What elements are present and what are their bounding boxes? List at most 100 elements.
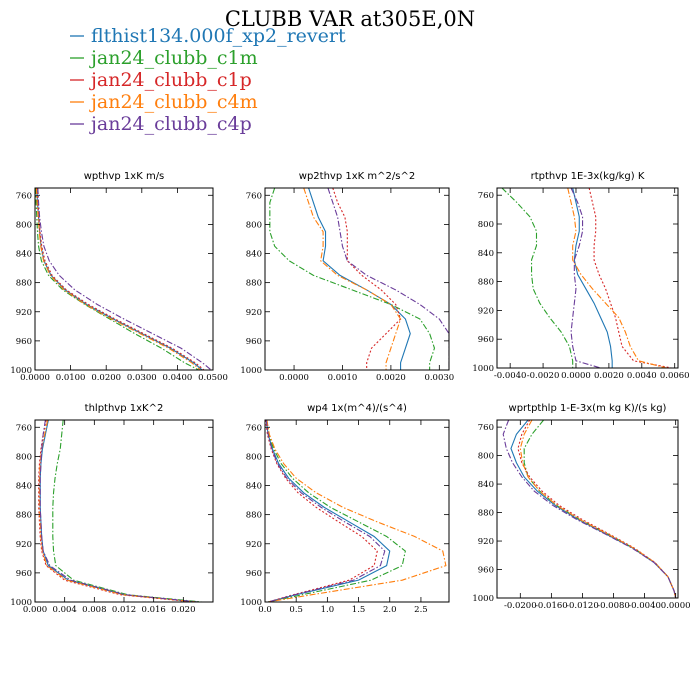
y-tick-label: 960: [246, 337, 262, 347]
y-tick-label: 760: [246, 191, 262, 201]
series-line: [570, 188, 601, 368]
series-line: [39, 420, 199, 602]
y-tick-label: 800: [16, 220, 32, 230]
plot-frame: [496, 187, 679, 369]
series-group: [35, 188, 212, 370]
x-tick-label: 0.0010: [328, 373, 358, 383]
y-tick-label: 840: [16, 482, 32, 492]
legend-label: jan24_clubb_c1p: [89, 69, 252, 91]
y-tick-label: 800: [478, 452, 494, 462]
y-tick-label: 840: [16, 250, 32, 260]
panels: wpthvp 1xK m/s 0.0000 0.0100 0.0200 0.0300 0.…: [10, 171, 690, 615]
series-line: [265, 420, 391, 602]
series-line: [327, 188, 449, 370]
y-tick-label: 920: [478, 306, 494, 316]
series-group: [38, 420, 202, 602]
panel-title: wp2thvp 1xK m^2/s^2: [299, 171, 415, 182]
y-tick-label: 760: [246, 423, 262, 433]
legend-label: jan24_clubb_c4p: [89, 113, 252, 135]
figure-title: CLUBB VAR at305E,0N: [225, 7, 475, 31]
chart-panel: thlpthvp 1xK^2 0.000 0.004 0.008 0.012 0.016 0…: [10, 403, 214, 615]
series-line: [303, 188, 402, 370]
legend-label: jan24_clubb_c1m: [89, 47, 258, 69]
plot-frame: [496, 419, 679, 599]
x-tick-label: 0.0300: [127, 373, 157, 383]
y-tick-label: 1000: [240, 366, 262, 376]
panel-title: rtpthvp 1E-3x(kg/kg) K: [531, 171, 645, 182]
y-tick-label: 840: [478, 249, 494, 259]
series-line: [332, 188, 402, 370]
legend: flthist134.000f_xp2_revertjan24_clubb_c1…: [70, 25, 346, 135]
chart-panel: wpthvp 1xK m/s 0.0000 0.0100 0.0200 0.0300 0.…: [10, 171, 228, 383]
x-tick-label: 0.004: [52, 605, 76, 615]
series-line: [519, 420, 677, 598]
series-line: [523, 420, 677, 598]
x-tick-label: 0.5: [289, 605, 303, 615]
series-line: [501, 188, 574, 368]
series-line: [35, 188, 201, 370]
x-tick-label: 0.0030: [424, 373, 454, 383]
x-tick-label: 0.0: [258, 605, 272, 615]
x-tick-label: 1.0: [321, 605, 335, 615]
y-tick-label: 960: [16, 569, 32, 579]
legend-entry: jan24_clubb_c4p: [70, 113, 252, 135]
series-line: [36, 188, 203, 370]
series-group: [501, 188, 672, 368]
series-group: [265, 420, 447, 602]
chart-panel: wprtpthlp 1-E-3x(m kg K)/(s kg)-0.0200-0…: [472, 403, 690, 611]
series-line: [502, 420, 677, 598]
series-line: [39, 420, 199, 602]
series-line: [52, 420, 202, 602]
plot-frame: [34, 187, 214, 371]
x-tick-label: 0.000: [23, 605, 47, 615]
y-tick-label: 920: [246, 308, 262, 318]
y-tick-label: 880: [478, 509, 494, 519]
y-tick-label: 840: [478, 480, 494, 490]
x-tick-label: -0.0160: [535, 601, 568, 611]
legend-label: jan24_clubb_c4m: [89, 91, 258, 113]
chart-panel: wp4 1x(m^4)/(s^4) 0.0 0.5 1.0 1.5 2.0 2.5 760 80…: [240, 403, 450, 615]
x-tick-label: 0.0000: [20, 373, 50, 383]
series-line: [269, 188, 436, 370]
y-tick-label: 960: [478, 566, 494, 576]
y-tick-label: 1000: [10, 366, 32, 376]
x-tick-label: 0.0400: [163, 373, 193, 383]
series-line: [36, 188, 205, 370]
series-line: [567, 188, 667, 368]
plot-frame: [264, 187, 450, 371]
legend-entry: flthist134.000f_xp2_revert: [70, 25, 346, 47]
x-tick-label: 0.0000: [561, 371, 591, 381]
x-tick-label: -0.0040: [494, 371, 527, 381]
panel-title: wp4 1x(m^4)/(s^4): [307, 403, 407, 414]
series-group: [502, 420, 677, 598]
y-tick-label: 1000: [10, 598, 32, 608]
chart-panel: rtpthvp 1E-3x(kg/kg) K-0.0040 -0.0020 0.00…: [472, 171, 689, 381]
x-tick-label: 2.0: [383, 605, 397, 615]
legend-entry: jan24_clubb_c4m: [70, 91, 258, 113]
y-tick-label: 840: [246, 250, 262, 260]
series-line: [510, 420, 677, 598]
y-tick-label: 800: [16, 452, 32, 462]
plot-frame: [264, 419, 450, 603]
series-line: [266, 420, 406, 602]
panel-title: wprtpthlp 1-E-3x(m kg K)/(s kg): [509, 403, 667, 414]
x-tick-label: 0.0020: [594, 371, 624, 381]
y-tick-label: 840: [246, 482, 262, 492]
y-tick-label: 880: [246, 511, 262, 521]
series-line: [37, 188, 212, 370]
x-tick-label: 0.0000: [661, 601, 691, 611]
y-tick-label: 880: [16, 511, 32, 521]
series-line: [517, 420, 677, 598]
x-tick-label: 0.0100: [56, 373, 86, 383]
chart-panel: wp2thvp 1xK m^2/s^2 0.0000 0.0010 0.0020 0.0…: [240, 171, 454, 383]
x-tick-label: 0.016: [141, 605, 165, 615]
x-tick-label: 0.020: [171, 605, 195, 615]
y-tick-label: 760: [16, 423, 32, 433]
legend-entry: jan24_clubb_c1p: [70, 69, 252, 91]
series-line: [265, 420, 386, 602]
y-tick-label: 880: [16, 279, 32, 289]
legend-label: flthist134.000f_xp2_revert: [91, 25, 346, 47]
y-tick-label: 960: [16, 337, 32, 347]
y-tick-label: 920: [16, 308, 32, 318]
y-tick-label: 1000: [472, 364, 494, 374]
